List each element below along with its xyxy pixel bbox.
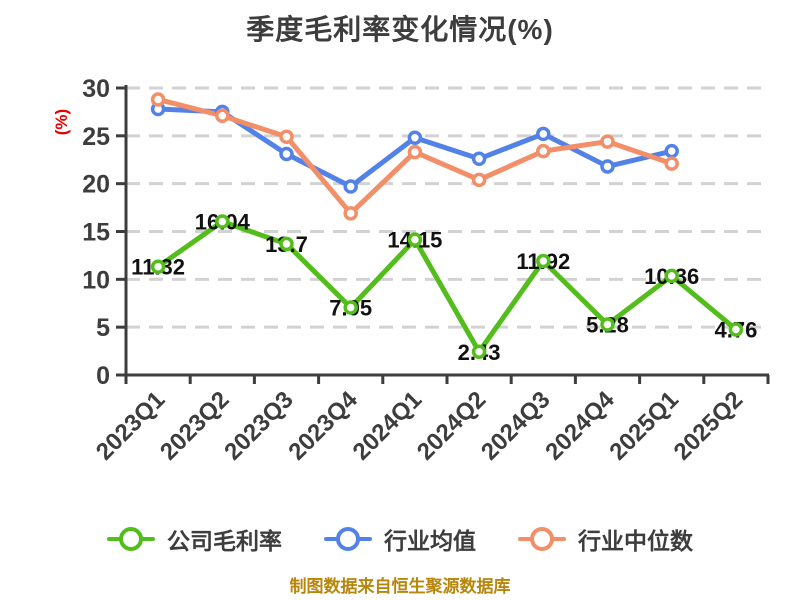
y-tick-label: 15 xyxy=(82,219,110,247)
x-tick-label: 2023Q2 xyxy=(155,386,234,465)
data-point-s1[interactable] xyxy=(471,151,487,167)
data-point-s2[interactable] xyxy=(471,172,487,188)
y-tick-label: 30 xyxy=(82,75,110,103)
data-point-s0[interactable] xyxy=(728,322,744,337)
line-marker-icon xyxy=(107,527,155,551)
y-tick-label: 10 xyxy=(82,266,110,294)
data-point-s1[interactable] xyxy=(600,159,615,174)
x-tick-label: 2023Q3 xyxy=(219,386,298,465)
data-point-s1[interactable] xyxy=(343,179,358,194)
legend-label: 公司毛利率 xyxy=(167,528,282,554)
data-point-s0[interactable] xyxy=(150,259,166,274)
y-tick-label: 25 xyxy=(82,123,110,151)
data-point-s2[interactable] xyxy=(343,206,358,221)
legend-item-industry-mean[interactable]: 行业均值 xyxy=(324,522,476,556)
x-tick-label: 2025Q2 xyxy=(669,386,748,465)
x-tick-label: 2023Q1 xyxy=(91,386,170,465)
data-point-s2[interactable] xyxy=(215,108,230,123)
x-tick-label: 2024Q4 xyxy=(540,386,620,466)
line-marker-icon xyxy=(518,527,566,551)
data-point-s2[interactable] xyxy=(600,134,615,149)
x-tick-label: 2024Q2 xyxy=(412,386,491,465)
data-point-s2[interactable] xyxy=(407,144,423,160)
data-point-s1[interactable] xyxy=(664,143,679,159)
data-point-s2[interactable] xyxy=(664,156,679,171)
data-source-caption: 制图数据来自恒生聚源数据库 xyxy=(289,577,511,596)
data-point-s0[interactable] xyxy=(536,253,551,269)
y-tick-label: 5 xyxy=(96,314,110,342)
y-tick-label: 0 xyxy=(96,362,110,390)
legend-item-industry-median[interactable]: 行业中位数 xyxy=(518,522,693,556)
data-point-s0[interactable] xyxy=(215,214,230,229)
data-point-s0[interactable] xyxy=(664,268,679,284)
data-point-s0[interactable] xyxy=(407,232,423,247)
y-tick-label: 20 xyxy=(82,171,110,199)
data-point-s0[interactable] xyxy=(600,317,615,332)
x-tick-label: 2023Q4 xyxy=(283,386,363,466)
data-point-s1[interactable] xyxy=(407,130,423,145)
data-point-s2[interactable] xyxy=(536,143,551,159)
data-point-s0[interactable] xyxy=(343,300,358,315)
chart-title: 季度毛利率变化情况(%) xyxy=(246,14,554,45)
x-tick-label: 2025Q1 xyxy=(604,386,683,465)
data-point-s0[interactable] xyxy=(471,344,487,360)
data-point-s1[interactable] xyxy=(536,126,551,142)
data-point-s0[interactable] xyxy=(279,236,294,252)
x-tick-label: 2024Q3 xyxy=(476,386,555,465)
legend-label: 行业均值 xyxy=(384,528,476,554)
series-line-0 xyxy=(155,219,739,355)
line-marker-icon xyxy=(324,527,372,551)
x-tick-label: 2024Q1 xyxy=(348,386,427,465)
data-point-s2[interactable] xyxy=(150,92,166,107)
data-point-s2[interactable] xyxy=(279,129,294,145)
legend: 公司毛利率 行业均值 行业中位数 xyxy=(0,522,800,556)
legend-item-company-margin[interactable]: 公司毛利率 xyxy=(107,522,282,556)
data-point-s1[interactable] xyxy=(279,146,294,162)
legend-label: 行业中位数 xyxy=(578,528,693,554)
